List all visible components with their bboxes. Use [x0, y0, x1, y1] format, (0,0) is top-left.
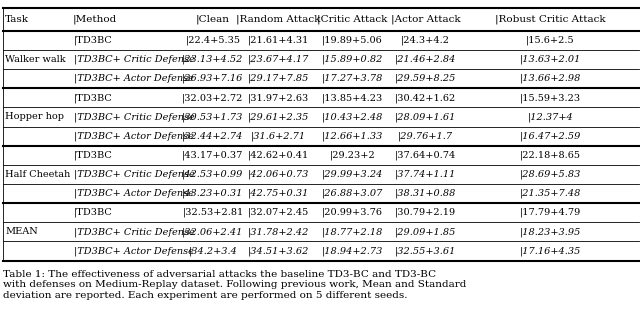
Text: |34.2+3.4: |34.2+3.4: [189, 246, 237, 256]
Text: |42.62+0.41: |42.62+0.41: [248, 150, 309, 160]
Text: |42.53+0.99: |42.53+0.99: [182, 170, 244, 179]
Text: |24.3+4.2: |24.3+4.2: [401, 35, 450, 45]
Text: |38.31+0.88: |38.31+0.88: [395, 189, 456, 198]
Text: |16.47+2.59: |16.47+2.59: [520, 131, 581, 141]
Text: Half Cheetah: Half Cheetah: [5, 170, 70, 179]
Text: Task: Task: [5, 15, 29, 24]
Text: |29.59+8.25: |29.59+8.25: [395, 74, 456, 84]
Text: |TD3BC: |TD3BC: [74, 35, 113, 45]
Text: |29.09+1.85: |29.09+1.85: [395, 227, 456, 237]
Text: |13.66+2.98: |13.66+2.98: [520, 74, 581, 84]
Text: |21.46+2.84: |21.46+2.84: [395, 55, 456, 64]
Text: |18.94+2.73: |18.94+2.73: [322, 246, 383, 256]
Text: |32.44+2.74: |32.44+2.74: [182, 131, 244, 141]
Text: |TD3BC+ Actor Defense: |TD3BC+ Actor Defense: [74, 189, 194, 198]
Text: |20.99+3.76: |20.99+3.76: [322, 208, 383, 218]
Text: |29.99+3.24: |29.99+3.24: [322, 170, 383, 179]
Text: |42.75+0.31: |42.75+0.31: [248, 189, 309, 198]
Text: |21.61+4.31: |21.61+4.31: [248, 35, 309, 45]
Text: |TD3BC+ Critic Defense: |TD3BC+ Critic Defense: [74, 55, 195, 64]
Text: |31.78+2.42: |31.78+2.42: [248, 227, 309, 237]
Text: |Actor Attack: |Actor Attack: [390, 14, 460, 24]
Text: |Critic Attack: |Critic Attack: [317, 14, 388, 24]
Text: |TD3BC: |TD3BC: [74, 93, 113, 103]
Text: |17.79+4.79: |17.79+4.79: [520, 208, 581, 218]
Text: |43.17+0.37: |43.17+0.37: [182, 150, 244, 160]
Text: |32.03+2.72: |32.03+2.72: [182, 93, 244, 103]
Text: |13.85+4.23: |13.85+4.23: [322, 93, 383, 103]
Text: |TD3BC+ Critic Defense: |TD3BC+ Critic Defense: [74, 227, 195, 237]
Text: |30.42+1.62: |30.42+1.62: [395, 93, 456, 103]
Text: |10.43+2.48: |10.43+2.48: [322, 112, 383, 122]
Text: |TD3BC: |TD3BC: [74, 150, 113, 160]
Text: |32.55+3.61: |32.55+3.61: [395, 246, 456, 256]
Text: Hopper hop: Hopper hop: [5, 112, 64, 122]
Text: |28.09+1.61: |28.09+1.61: [395, 112, 456, 122]
Text: |37.74+1.11: |37.74+1.11: [395, 170, 456, 179]
Text: |26.88+3.07: |26.88+3.07: [322, 189, 383, 198]
Text: |23.13+4.52: |23.13+4.52: [182, 55, 244, 64]
Text: |Method: |Method: [73, 14, 117, 24]
Text: |TD3BC+ Critic Defense: |TD3BC+ Critic Defense: [74, 112, 195, 122]
Text: |Clean: |Clean: [196, 14, 230, 24]
Text: |28.69+5.83: |28.69+5.83: [520, 170, 581, 179]
Text: |17.16+4.35: |17.16+4.35: [520, 246, 581, 256]
Text: |TD3BC+ Actor Defense: |TD3BC+ Actor Defense: [74, 246, 194, 256]
Text: |34.51+3.62: |34.51+3.62: [248, 246, 309, 256]
Text: |17.27+3.78: |17.27+3.78: [322, 74, 383, 84]
Text: |32.53+2.81: |32.53+2.81: [182, 208, 244, 218]
Text: |Robust Critic Attack: |Robust Critic Attack: [495, 14, 605, 24]
Text: |15.59+3.23: |15.59+3.23: [520, 93, 581, 103]
Text: |42.06+0.73: |42.06+0.73: [248, 170, 309, 179]
Text: |18.77+2.18: |18.77+2.18: [322, 227, 383, 237]
Text: |31.6+2.71: |31.6+2.71: [251, 131, 306, 141]
Text: |30.79+2.19: |30.79+2.19: [395, 208, 456, 218]
Text: |18.23+3.95: |18.23+3.95: [520, 227, 581, 237]
Text: Table 1: The effectiveness of adversarial attacks the baseline TD3-BC and TD3-BC: Table 1: The effectiveness of adversaria…: [3, 270, 467, 300]
Text: Walker walk: Walker walk: [5, 55, 66, 64]
Text: |29.76+1.7: |29.76+1.7: [398, 131, 453, 141]
Text: |19.89+5.06: |19.89+5.06: [322, 35, 383, 45]
Text: |29.23+2: |29.23+2: [330, 150, 375, 160]
Text: |22.18+8.65: |22.18+8.65: [520, 150, 581, 160]
Text: |23.67+4.17: |23.67+4.17: [248, 55, 309, 64]
Text: |32.06+2.41: |32.06+2.41: [182, 227, 244, 237]
Text: |Random Attack: |Random Attack: [236, 14, 321, 24]
Text: |26.93+7.16: |26.93+7.16: [182, 74, 244, 84]
Text: |TD3BC+ Actor Defense: |TD3BC+ Actor Defense: [74, 74, 194, 84]
Text: |22.4+5.35: |22.4+5.35: [186, 35, 241, 45]
Text: |15.89+0.82: |15.89+0.82: [322, 55, 383, 64]
Text: |29.61+2.35: |29.61+2.35: [248, 112, 309, 122]
Text: |43.23+0.31: |43.23+0.31: [182, 189, 244, 198]
Text: |21.35+7.48: |21.35+7.48: [520, 189, 581, 198]
Text: |31.97+2.63: |31.97+2.63: [248, 93, 309, 103]
Text: MEAN: MEAN: [5, 227, 38, 236]
Text: |TD3BC: |TD3BC: [74, 208, 113, 218]
Text: |29.17+7.85: |29.17+7.85: [248, 74, 309, 84]
Text: |12.66+1.33: |12.66+1.33: [322, 131, 383, 141]
Text: |TD3BC+ Critic Defense: |TD3BC+ Critic Defense: [74, 170, 195, 179]
Text: |37.64+0.74: |37.64+0.74: [395, 150, 456, 160]
Text: |TD3BC+ Actor Defense: |TD3BC+ Actor Defense: [74, 131, 194, 141]
Text: |12.37+4: |12.37+4: [527, 112, 573, 122]
Text: |30.53+1.73: |30.53+1.73: [182, 112, 244, 122]
Text: |32.07+2.45: |32.07+2.45: [248, 208, 309, 218]
Text: |13.63+2.01: |13.63+2.01: [520, 55, 581, 64]
Text: |15.6+2.5: |15.6+2.5: [526, 35, 575, 45]
